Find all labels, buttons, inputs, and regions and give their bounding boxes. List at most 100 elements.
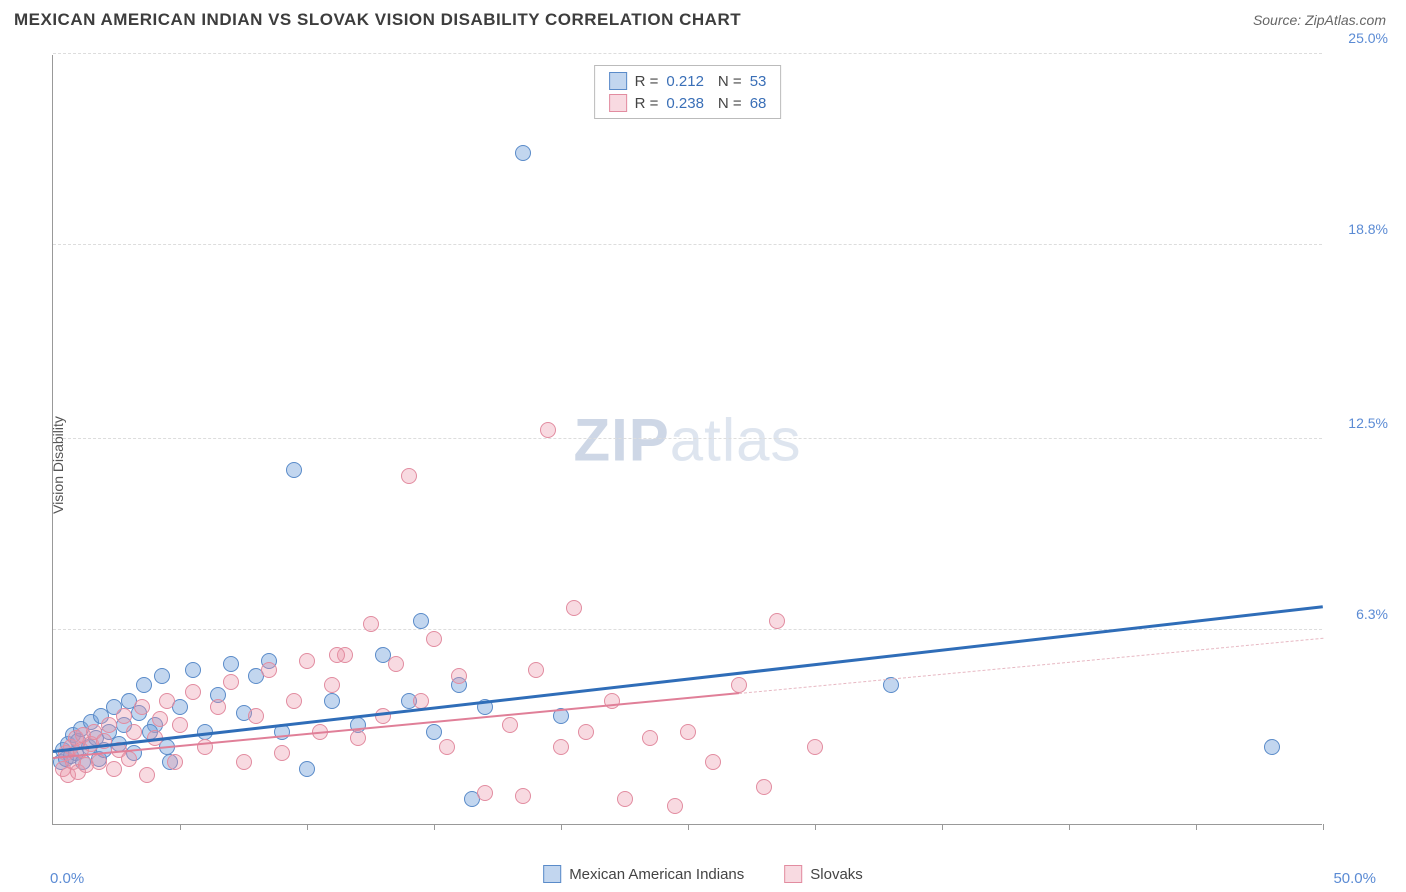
data-point [680,724,696,740]
data-point [159,693,175,709]
data-point [350,730,366,746]
data-point [807,739,823,755]
legend-item: Slovaks [784,865,863,883]
y-tick-label: 25.0% [1348,30,1388,46]
x-tick [942,824,943,830]
trend-line [739,638,1323,694]
data-point [1264,739,1280,755]
legend-item: Mexican American Indians [543,865,744,883]
x-axis-max-label: 50.0% [1333,870,1376,887]
n-label: N = [718,95,742,112]
data-point [106,761,122,777]
data-point [210,699,226,715]
r-label: R = [635,73,659,90]
data-point [540,422,556,438]
data-point [642,730,658,746]
data-point [101,717,117,733]
legend-label: Mexican American Indians [569,866,744,883]
data-point [324,677,340,693]
legend-swatch [543,865,561,883]
series-legend: Mexican American Indians Slovaks [543,865,863,883]
data-point [413,613,429,629]
data-point [756,779,772,795]
r-value: 0.238 [666,95,704,112]
legend-swatch [609,72,627,90]
data-point [515,145,531,161]
r-label: R = [635,95,659,112]
gridline [53,438,1322,439]
data-point [167,754,183,770]
data-point [426,631,442,647]
watermark: ZIPatlas [573,405,801,474]
x-tick [1323,824,1324,830]
data-point [388,656,404,672]
data-point [223,656,239,672]
data-point [299,653,315,669]
data-point [185,662,201,678]
data-point [134,699,150,715]
x-tick [180,824,181,830]
y-tick-label: 18.8% [1348,221,1388,237]
data-point [769,613,785,629]
data-point [91,754,107,770]
data-point [154,668,170,684]
data-point [375,708,391,724]
data-point [274,745,290,761]
data-point [477,785,493,801]
data-point [223,674,239,690]
data-point [439,739,455,755]
data-point [451,668,467,684]
data-point [363,616,379,632]
data-point [731,677,747,693]
legend-label: Slovaks [810,866,863,883]
legend-swatch [609,94,627,112]
data-point [248,708,264,724]
data-point [329,647,345,663]
data-point [286,462,302,478]
x-tick [688,824,689,830]
data-point [136,677,152,693]
x-tick [1196,824,1197,830]
x-tick [561,824,562,830]
data-point [324,693,340,709]
gridline [53,244,1322,245]
n-value: 53 [750,73,767,90]
data-point [121,751,137,767]
data-point [401,468,417,484]
legend-row: R = 0.238 N = 68 [605,92,771,114]
data-point [299,761,315,777]
data-point [185,684,201,700]
data-point [426,724,442,740]
data-point [502,717,518,733]
data-point [578,724,594,740]
data-point [553,739,569,755]
chart-container: Vision Disability ZIPatlas R =0.212N =53… [14,45,1392,885]
gridline [53,53,1322,54]
y-tick-label: 6.3% [1356,606,1388,622]
data-point [566,600,582,616]
source-attribution: Source: ZipAtlas.com [1253,12,1386,28]
x-axis-min-label: 0.0% [50,870,84,887]
x-tick [434,824,435,830]
data-point [139,767,155,783]
r-value: 0.212 [666,73,704,90]
legend-swatch [784,865,802,883]
data-point [705,754,721,770]
n-label: N = [718,73,742,90]
data-point [667,798,683,814]
y-tick-label: 12.5% [1348,415,1388,431]
data-point [528,662,544,678]
data-point [261,662,277,678]
data-point [126,724,142,740]
n-value: 68 [750,95,767,112]
data-point [286,693,302,709]
x-tick [1069,824,1070,830]
data-point [617,791,633,807]
legend-row: R = 0.212 N = 53 [605,70,771,92]
x-tick [815,824,816,830]
data-point [172,717,188,733]
data-point [515,788,531,804]
chart-title: MEXICAN AMERICAN INDIAN VS SLOVAK VISION… [14,10,741,30]
plot-area: ZIPatlas R =0.212N =53R =0.238N =68 25.0… [52,55,1322,825]
data-point [116,708,132,724]
